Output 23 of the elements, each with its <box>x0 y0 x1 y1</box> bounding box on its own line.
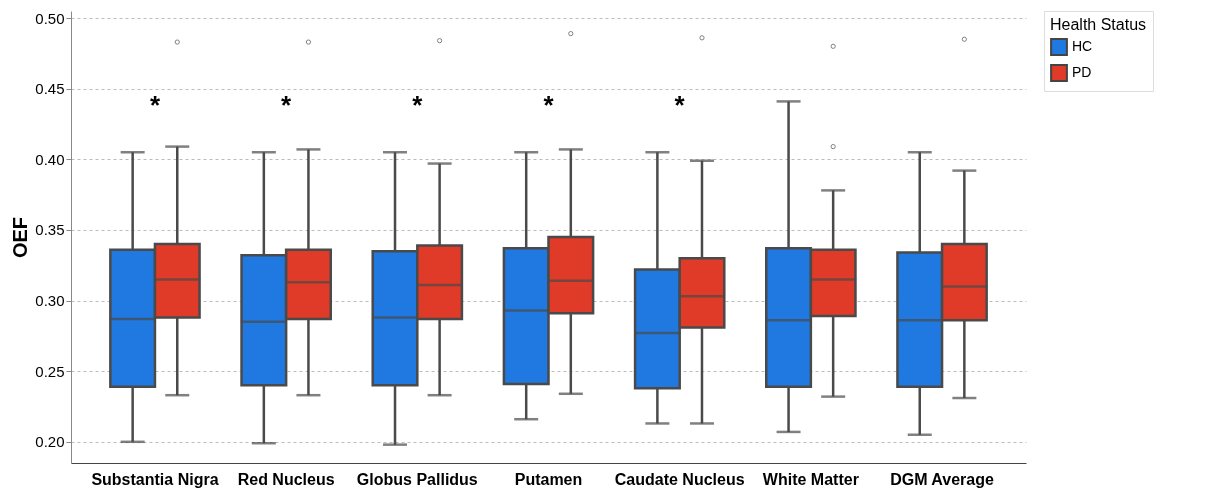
legend-label: PD <box>1072 64 1092 80</box>
annotation: * <box>281 90 293 120</box>
annotation: * <box>412 90 424 120</box>
annotation: * <box>149 90 161 120</box>
annotation: * <box>543 90 555 120</box>
x-tick-label: Substantia Nigra <box>91 470 219 488</box>
y-tick-label: 0.35 <box>35 221 65 239</box>
y-axis-title: OEF <box>9 216 32 259</box>
y-tick-label: 0.20 <box>35 433 65 451</box>
y-tick-label: 0.40 <box>35 150 65 168</box>
x-tick-label: DGM Average <box>890 470 995 488</box>
y-tick-label: 0.30 <box>35 292 65 310</box>
x-tick-label: Caudate Nucleus <box>614 470 745 488</box>
y-tick-label: 0.25 <box>35 362 65 380</box>
y-tick-label: 0.50 <box>35 9 65 27</box>
y-tick-label: 0.45 <box>35 80 65 98</box>
x-tick-label: Red Nucleus <box>237 470 335 488</box>
x-tick-label: White Matter <box>762 470 859 488</box>
x-tick-label: Globus Pallidus <box>356 470 478 488</box>
annotation: * <box>674 90 686 120</box>
x-tick-label: Putamen <box>514 470 583 488</box>
legend-title: Health Status <box>1050 16 1147 33</box>
legend-label: HC <box>1072 38 1093 54</box>
